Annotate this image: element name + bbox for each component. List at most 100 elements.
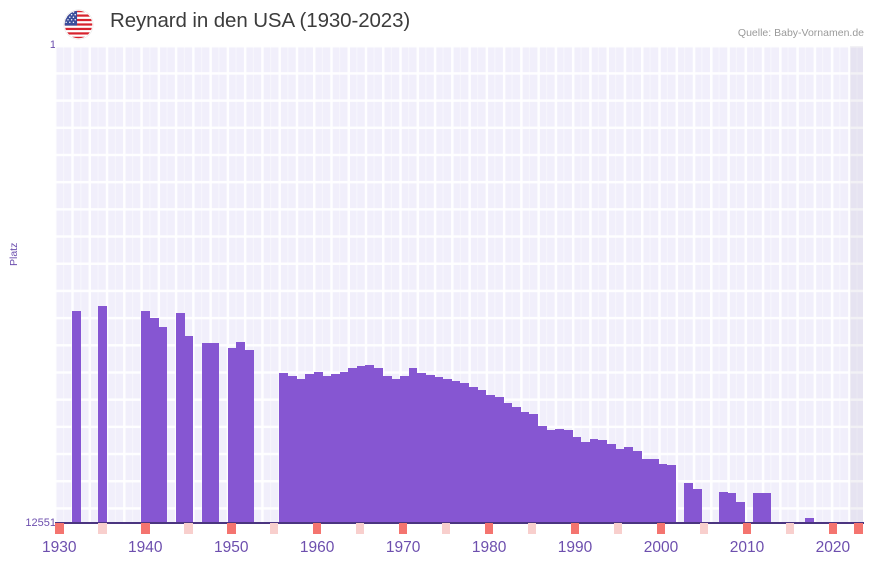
us-flag-icon <box>64 10 93 39</box>
bar[interactable] <box>460 383 470 523</box>
bar[interactable] <box>227 348 237 523</box>
x-tick-marker <box>183 523 193 534</box>
bar[interactable] <box>425 375 435 523</box>
x-tick-marker <box>441 523 451 534</box>
bar[interactable] <box>184 336 194 523</box>
bar[interactable] <box>305 374 314 523</box>
bar[interactable] <box>572 437 582 523</box>
x-tick-label: 1990 <box>557 539 593 556</box>
bar[interactable] <box>537 426 547 523</box>
chart-plot-area <box>55 46 863 523</box>
bar[interactable] <box>736 502 745 523</box>
bar[interactable] <box>615 449 625 523</box>
bar[interactable] <box>287 376 297 523</box>
bar[interactable] <box>503 403 513 523</box>
bar[interactable] <box>98 306 107 523</box>
bar[interactable] <box>279 373 289 523</box>
x-tick-label: 2020 <box>815 539 851 556</box>
bar[interactable] <box>684 483 694 523</box>
bar[interactable] <box>468 387 478 523</box>
x-tick-label: 1970 <box>385 539 421 556</box>
source-attribution: Quelle: Baby-Vornamen.de <box>737 27 864 39</box>
bar[interactable] <box>244 350 254 523</box>
x-tick-marker <box>854 523 863 534</box>
bar[interactable] <box>365 365 375 523</box>
bar[interactable] <box>451 381 461 523</box>
bar[interactable] <box>443 379 452 523</box>
bar[interactable] <box>486 395 495 523</box>
bar[interactable] <box>382 376 392 523</box>
x-tick-marker <box>570 523 580 534</box>
bar[interactable] <box>805 518 815 523</box>
bar[interactable] <box>417 373 427 523</box>
bar[interactable] <box>374 368 383 523</box>
bar[interactable] <box>313 372 323 523</box>
bar[interactable] <box>727 493 737 523</box>
bar[interactable] <box>494 397 504 523</box>
x-tick-label: 1930 <box>42 539 77 556</box>
bar[interactable] <box>296 379 306 523</box>
x-tick-label: 1950 <box>213 539 249 556</box>
bar[interactable] <box>632 451 642 523</box>
x-tick-marker <box>484 523 494 534</box>
x-tick-marker <box>226 523 236 534</box>
bar[interactable] <box>141 311 151 523</box>
bar[interactable] <box>322 376 332 523</box>
bar[interactable] <box>399 376 409 523</box>
bar[interactable] <box>580 442 590 523</box>
bar[interactable] <box>762 493 771 523</box>
x-axis-tick-markers <box>55 523 863 534</box>
bar[interactable] <box>331 374 340 523</box>
bar[interactable] <box>158 327 168 523</box>
bar[interactable] <box>520 412 530 523</box>
x-tick-label: 1960 <box>299 539 335 556</box>
bar[interactable] <box>546 430 556 523</box>
bar[interactable] <box>477 390 487 523</box>
x-tick-label: 2010 <box>729 539 765 556</box>
bar-series <box>55 46 863 523</box>
bar[interactable] <box>434 377 444 523</box>
x-tick-marker <box>269 523 279 534</box>
no-data-band <box>850 46 863 523</box>
bar[interactable] <box>339 372 349 523</box>
bar[interactable] <box>641 459 651 523</box>
bar[interactable] <box>598 440 608 523</box>
x-tick-label: 1940 <box>128 539 163 556</box>
x-tick-marker <box>656 523 666 534</box>
bar[interactable] <box>529 414 539 523</box>
bar[interactable] <box>658 464 668 523</box>
bar[interactable] <box>606 444 616 523</box>
bar[interactable] <box>356 366 366 523</box>
bar[interactable] <box>512 407 521 523</box>
bar[interactable] <box>589 439 599 523</box>
x-axis-line <box>55 522 864 524</box>
bar[interactable] <box>175 313 185 523</box>
bar[interactable] <box>563 430 573 523</box>
bar[interactable] <box>649 459 659 523</box>
x-tick-marker <box>355 523 365 534</box>
bar[interactable] <box>149 318 159 523</box>
x-tick-marker <box>613 523 623 534</box>
x-tick-label: 2000 <box>643 539 679 556</box>
x-tick-marker <box>527 523 537 534</box>
bar[interactable] <box>210 343 220 523</box>
bar[interactable] <box>391 379 401 523</box>
y-axis-bottom-label: 12551 <box>25 517 56 529</box>
bar[interactable] <box>201 343 211 523</box>
x-tick-marker <box>742 523 752 534</box>
bar[interactable] <box>753 493 763 523</box>
bar[interactable] <box>236 342 245 523</box>
bar[interactable] <box>348 368 358 523</box>
bar[interactable] <box>718 492 728 523</box>
bar[interactable] <box>624 447 633 523</box>
bar[interactable] <box>667 465 676 523</box>
x-tick-marker <box>55 523 64 534</box>
bar[interactable] <box>555 429 564 523</box>
chart-header: Reynard in den USA (1930-2023) Quelle: B… <box>0 0 873 46</box>
x-tick-marker <box>785 523 795 534</box>
bar[interactable] <box>408 368 418 523</box>
bar[interactable] <box>693 489 702 523</box>
x-tick-label: 1980 <box>471 539 507 556</box>
bar[interactable] <box>72 311 82 523</box>
x-tick-marker <box>140 523 150 534</box>
